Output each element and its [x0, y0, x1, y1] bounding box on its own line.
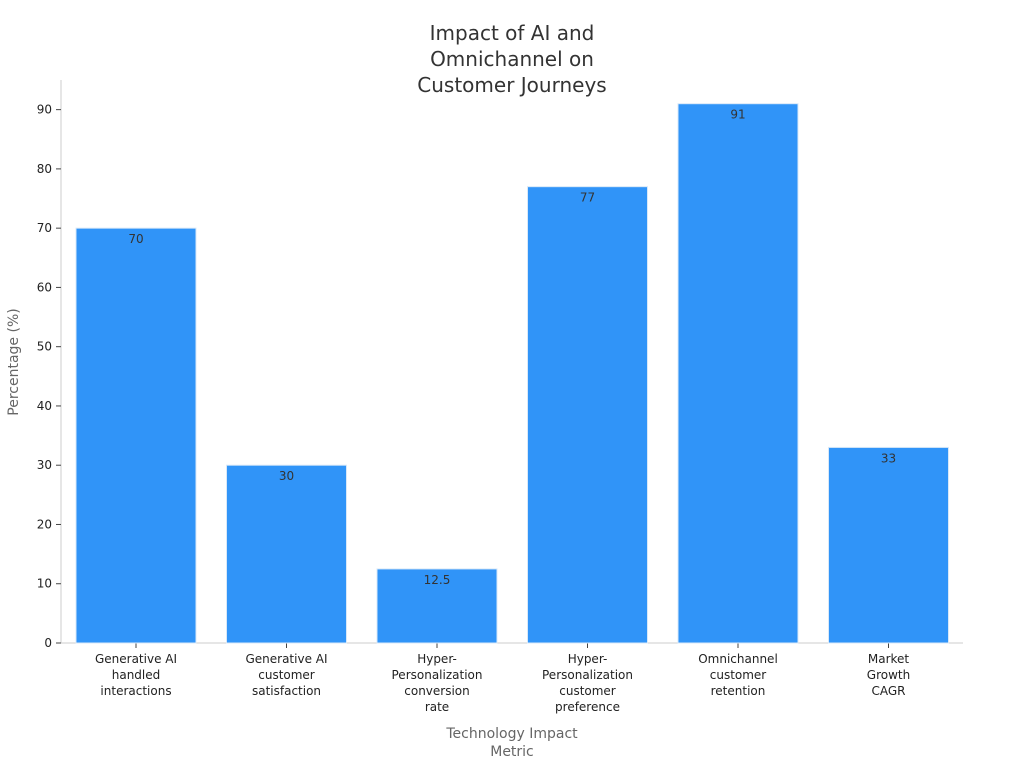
x-tick-label: satisfaction	[252, 684, 321, 698]
x-tick-label: retention	[711, 684, 766, 698]
category-labels: Generative AI handled interactions Generati…	[95, 652, 910, 714]
x-tick-label: Growth	[867, 668, 910, 682]
y-axis-title: Percentage (%)	[6, 308, 22, 415]
bar	[828, 446, 949, 644]
x-tick-label: conversion	[404, 684, 470, 698]
x-tick-label: CAGR	[871, 684, 905, 698]
x-tick-label: customer	[710, 668, 767, 682]
x-tick-label: Hyper-	[568, 652, 608, 666]
x-axis	[61, 642, 963, 648]
data-label: 12.5	[424, 573, 451, 587]
data-label: 30	[279, 469, 294, 483]
x-tick-label: Personalization	[392, 668, 483, 682]
chart-title-line: Customer Journeys	[417, 73, 606, 97]
x-tick-label: Hyper-	[417, 652, 457, 666]
y-tick-label: 40	[37, 399, 52, 413]
x-tick-label: Omnichannel	[698, 652, 778, 666]
x-tick-label: Generative AI	[95, 652, 177, 666]
chart-title-line: Omnichannel on	[430, 47, 594, 71]
bar	[75, 227, 197, 644]
x-tick-label: Personalization	[542, 668, 633, 682]
bar	[677, 103, 799, 644]
bar	[226, 464, 347, 644]
x-tick-label: customer	[258, 668, 315, 682]
x-tick-label: customer	[559, 684, 616, 698]
x-axis-title: Technology Impact Metric	[445, 726, 578, 760]
y-axis-title-text: Percentage (%)	[6, 308, 22, 415]
data-labels: 70 30 12.5 77 91 33	[128, 108, 896, 587]
data-label: 77	[580, 191, 595, 205]
bar	[376, 568, 498, 644]
x-tick-label: rate	[425, 700, 449, 714]
y-tick-label: 50	[37, 340, 52, 354]
bar	[527, 186, 648, 644]
data-label: 70	[128, 232, 143, 246]
x-tick-label: preference	[555, 700, 620, 714]
y-tick-label: 20	[37, 517, 52, 531]
y-tick-label: 60	[37, 280, 52, 294]
y-tick-label: 70	[37, 221, 52, 235]
chart-title-line: Impact of AI and	[430, 21, 595, 45]
y-tick-label: 10	[37, 577, 52, 591]
x-tick-label: handled	[112, 668, 161, 682]
y-tick-label: 30	[37, 458, 52, 472]
y-axis: 0 10 20 30 40 50 60 70 80 90	[37, 80, 62, 650]
y-tick-label: 90	[37, 103, 52, 117]
x-axis-title-line: Technology Impact	[445, 726, 578, 742]
y-tick-label: 80	[37, 162, 52, 176]
bars	[75, 103, 949, 644]
x-tick-label: Generative AI	[245, 652, 327, 666]
data-label: 33	[881, 451, 896, 465]
x-tick-label: interactions	[100, 684, 171, 698]
data-label: 91	[730, 108, 745, 122]
x-axis-title-line: Metric	[490, 744, 534, 760]
y-tick-label: 0	[44, 636, 52, 650]
x-tick-label: Market	[868, 652, 910, 666]
